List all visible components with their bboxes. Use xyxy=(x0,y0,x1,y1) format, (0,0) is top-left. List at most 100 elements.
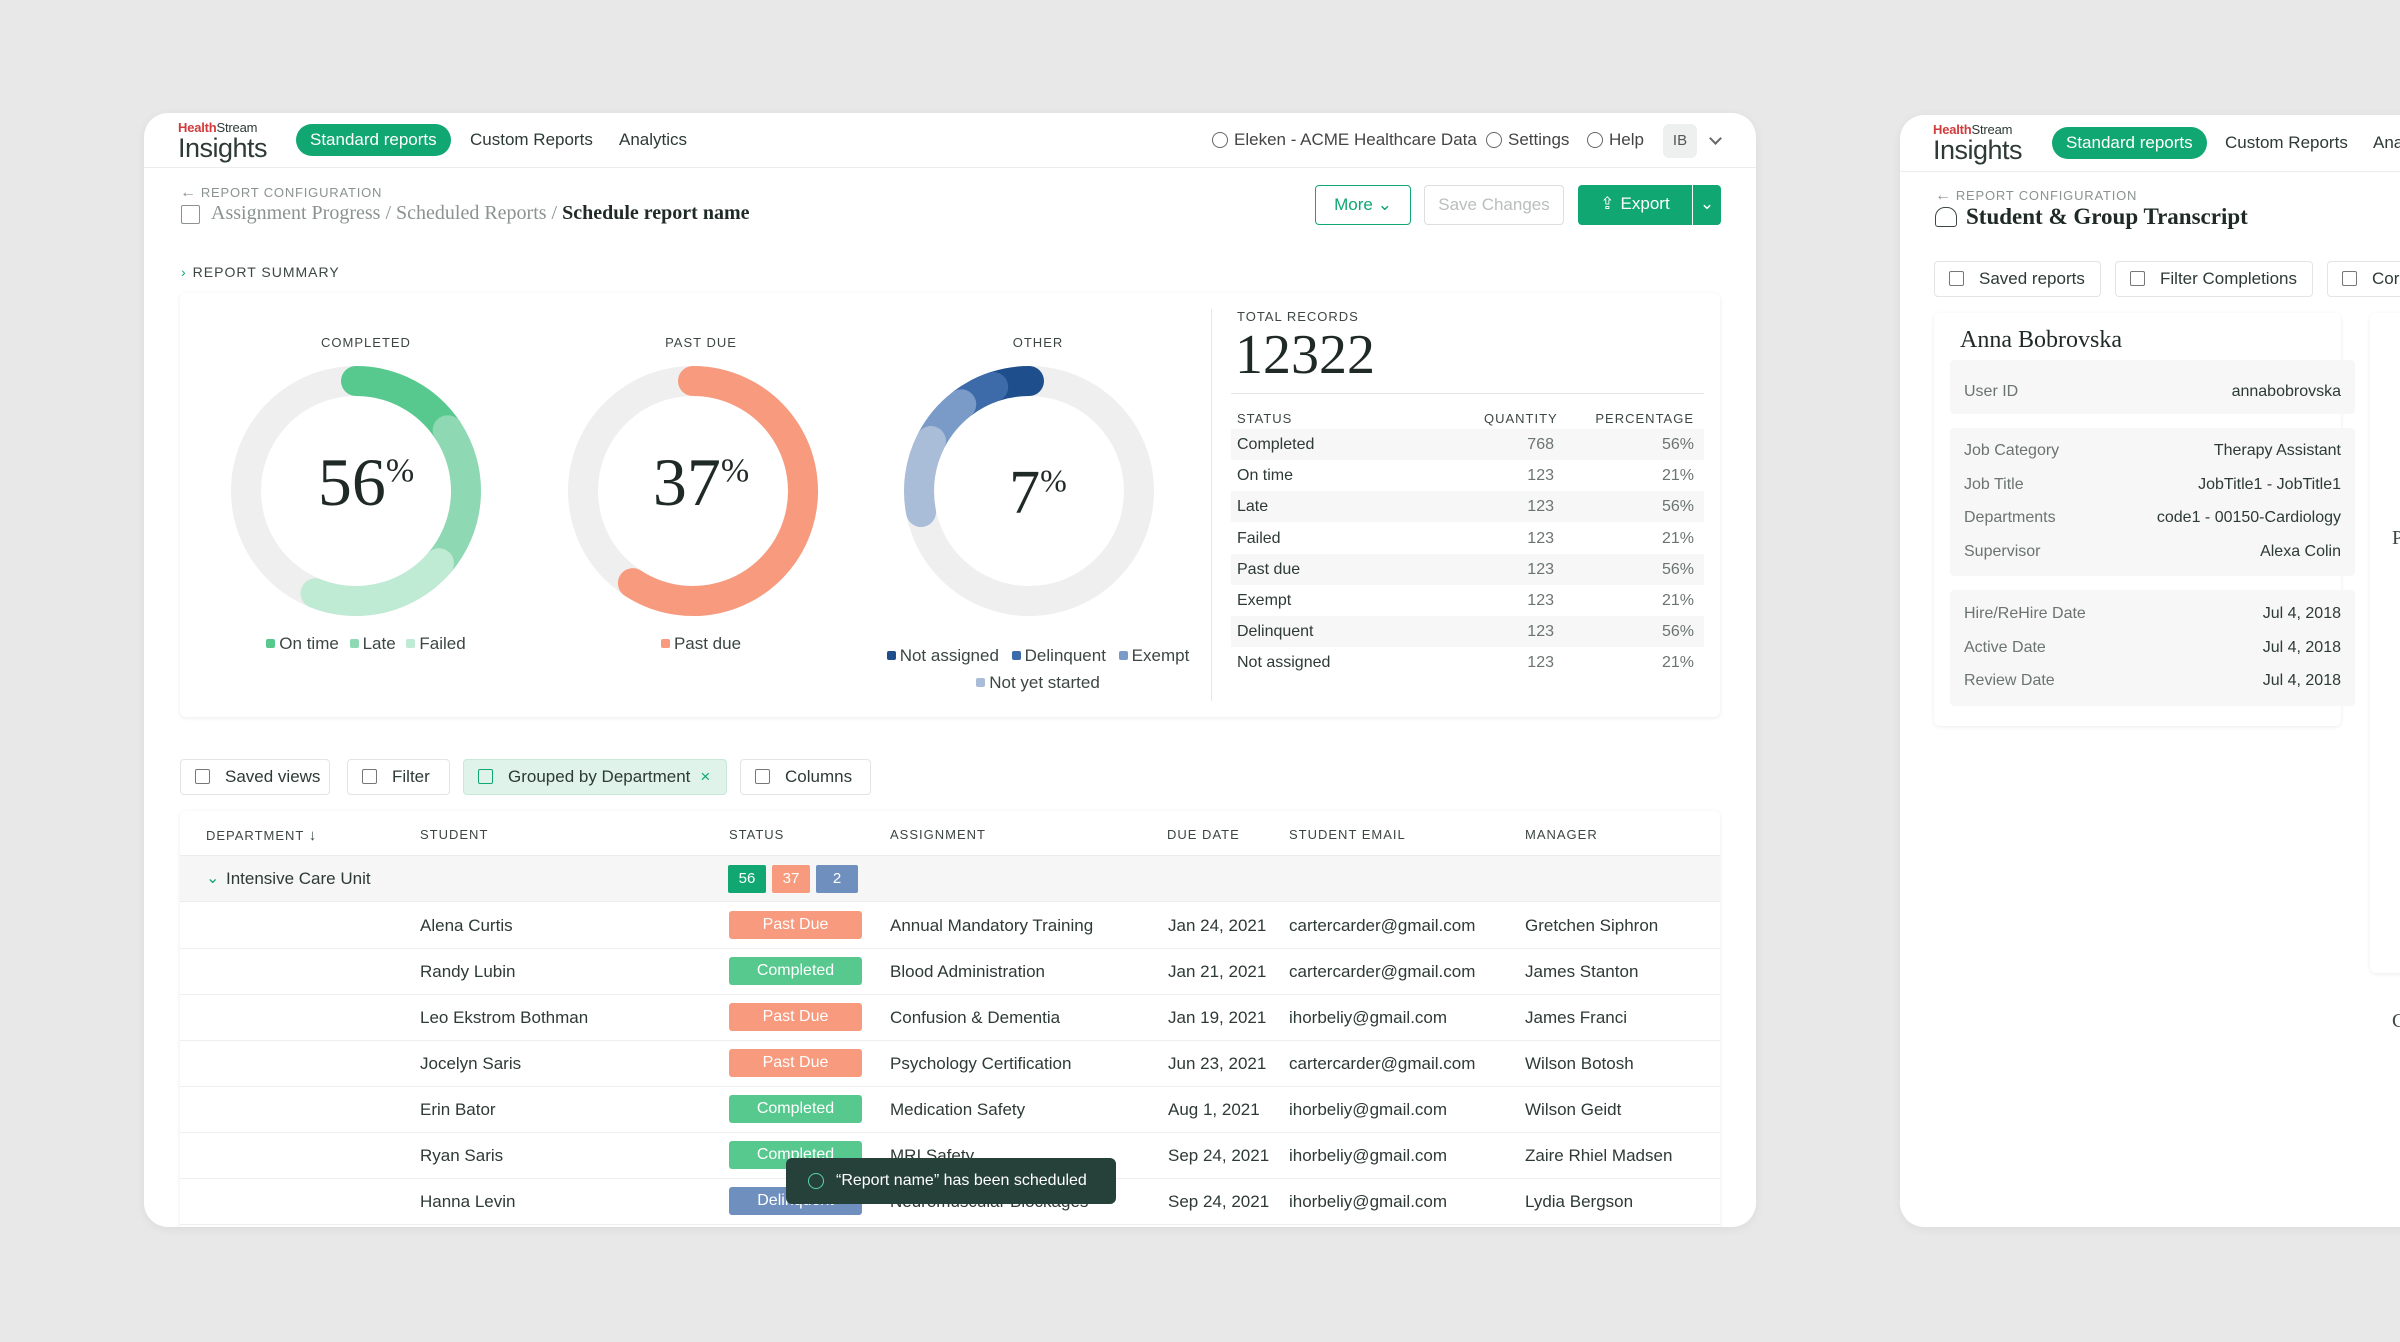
save-changes-button[interactable]: Save Changes xyxy=(1424,185,1564,225)
saved-views-button[interactable]: Saved views xyxy=(180,759,330,795)
email-cell[interactable]: ihorbeliy@gmail.com xyxy=(1289,1100,1448,1119)
legend-item: Exempt xyxy=(1118,646,1190,665)
grouped-label: Grouped by Department xyxy=(508,767,691,786)
grouped-by-chip[interactable]: Grouped by Department × xyxy=(463,759,727,795)
donut-segment-not-yet-started xyxy=(904,426,946,527)
th-department[interactable]: DEPARTMENT ↓ xyxy=(206,827,317,844)
email-cell[interactable]: ihorbeliy@gmail.com xyxy=(1289,1146,1448,1165)
percentage-cell: 21% xyxy=(1661,529,1694,547)
crumb-label: ← REPORT CONFIGURATION xyxy=(180,184,382,202)
breadcrumb-sep: / xyxy=(385,202,392,224)
th-student-email[interactable]: STUDENT EMAIL xyxy=(1289,827,1406,842)
close-icon[interactable]: × xyxy=(700,767,711,786)
org-selector[interactable]: Eleken - ACME Healthcare Data xyxy=(1212,130,1477,150)
columns-icon xyxy=(755,769,770,784)
due-date-cell: Sep 24, 2021 xyxy=(1168,1146,1270,1165)
due-date-cell: Jan 24, 2021 xyxy=(1168,916,1267,935)
help-link[interactable]: Help xyxy=(1587,130,1644,150)
side-section-c[interactable]: C xyxy=(2392,1010,2400,1032)
manager-cell: Wilson Botosh xyxy=(1525,1054,1634,1073)
legend-exempt: Exempt xyxy=(1131,646,1190,665)
gear-icon xyxy=(1486,132,1502,148)
nav-standard-reports-2[interactable]: Standard reports xyxy=(2052,127,2207,159)
legend-failed: Failed xyxy=(419,634,466,653)
saved-reports-button[interactable]: Saved reports xyxy=(1934,261,2101,297)
manager-cell: James Stanton xyxy=(1525,962,1639,981)
top-nav: HealthStream Insights Standard reports C… xyxy=(144,113,1756,168)
status-cell: On time xyxy=(1237,467,1294,485)
th-status[interactable]: STATUS xyxy=(729,827,785,842)
th-manager[interactable]: MANAGER xyxy=(1525,827,1598,842)
profile-key: Hire/ReHire Date xyxy=(1964,605,2086,622)
settings-link[interactable]: Settings xyxy=(1486,130,1569,150)
chevron-down-icon: ⌄ xyxy=(1699,194,1715,213)
users-icon xyxy=(1935,207,1957,227)
brand-logo-2[interactable]: HealthStream Insights xyxy=(1933,123,2023,164)
legend-item: Failed xyxy=(406,634,466,653)
nav-standard-reports[interactable]: Standard reports xyxy=(296,124,451,156)
bookmark-icon xyxy=(1949,271,1964,286)
table-row[interactable]: Hanna LevinDelinquentNeuromuscular Block… xyxy=(180,1179,1720,1225)
email-cell[interactable]: cartercarder@gmail.com xyxy=(1289,962,1476,981)
side-section-p[interactable]: P xyxy=(2392,527,2400,549)
donut-label-past-due: PAST DUE xyxy=(665,335,737,350)
filter-button[interactable]: Filter xyxy=(347,759,450,795)
student-cell: Leo Ekstrom Bothman xyxy=(420,1008,589,1027)
email-cell[interactable]: ihorbeliy@gmail.com xyxy=(1289,1192,1448,1211)
profile-row: Review Date Jul 4, 2018 xyxy=(1964,665,2341,697)
avatar[interactable]: IB xyxy=(1663,124,1697,158)
export-icon: ⇪ xyxy=(1600,194,1615,213)
more-button[interactable]: More ⌄ xyxy=(1315,185,1411,225)
table-row[interactable]: Jocelyn Saris Past Due Psychology Certific… xyxy=(180,1041,1720,1087)
student-cell: Ryan Saris xyxy=(420,1146,504,1165)
status-row: Delinquent 123 56% xyxy=(1231,616,1704,648)
status-row: Completed 768 56% xyxy=(1231,429,1704,460)
columns-button[interactable]: Columns xyxy=(740,759,871,795)
email-cell[interactable]: cartercarder@gmail.com xyxy=(1289,916,1476,935)
report-summary-toggle[interactable]: › REPORT SUMMARY xyxy=(181,264,340,280)
export-menu-button[interactable]: ⌄ xyxy=(1693,185,1721,225)
status-cell: Delinquent xyxy=(1237,623,1314,641)
email-cell[interactable]: cartercarder@gmail.com xyxy=(1289,1054,1476,1073)
profile-box-1 xyxy=(1950,428,2355,576)
nav-analytics[interactable]: Analytics xyxy=(619,130,688,149)
legend-other: Not assigned Delinquent Exempt Not yet s… xyxy=(871,646,1205,693)
email-cell[interactable]: ihorbeliy@gmail.com xyxy=(1289,1008,1448,1027)
status-badge: Completed xyxy=(729,957,862,985)
filter-completions-button[interactable]: Filter Completions xyxy=(2115,261,2313,297)
legend-delinquent: Delinquent xyxy=(1024,646,1106,665)
table-row[interactable]: Alena Curtis Past Due Annual Mandatory Tra… xyxy=(180,903,1720,949)
percentage-header: PERCENTAGE xyxy=(1595,411,1694,426)
status-cell: Failed xyxy=(1237,529,1281,547)
report-summary-label: REPORT SUMMARY xyxy=(192,264,340,280)
arrow-left-icon[interactable]: ← xyxy=(180,184,197,201)
check-circle-icon xyxy=(808,1173,824,1189)
th-assignment[interactable]: ASSIGNMENT xyxy=(890,827,986,842)
org-label: Eleken - ACME Healthcare Data xyxy=(1234,130,1477,149)
nav-custom-reports[interactable]: Custom Reports xyxy=(470,130,593,149)
quantity-cell: 123 xyxy=(1527,467,1554,485)
nav-custom-reports-2[interactable]: Custom Reports xyxy=(2225,133,2348,152)
student-cell: Alena Curtis xyxy=(420,916,513,935)
arrow-left-icon[interactable]: ← xyxy=(1935,187,1952,204)
donut-charts xyxy=(231,366,1154,616)
status-cell: Not assigned xyxy=(1237,654,1331,672)
export-button[interactable]: ⇪ Export xyxy=(1578,185,1692,225)
nav-analytics-2[interactable]: Ana xyxy=(2373,133,2400,152)
group-row[interactable]: ⌄ Intensive Care Unit 56 37 2 xyxy=(180,855,1720,902)
table-row[interactable]: Leo Ekstrom Bothman Past Due Confusion & D… xyxy=(180,995,1720,1041)
th-student[interactable]: STUDENT xyxy=(420,827,489,842)
table-row[interactable]: Erin Bator Completed Medication Safety Aug … xyxy=(180,1087,1720,1133)
breadcrumb-part1[interactable]: Assignment Progress xyxy=(211,202,381,224)
crumb-label-2: ← REPORT CONFIGURATION xyxy=(1935,187,2137,205)
status-row: Exempt 123 21% xyxy=(1231,585,1704,616)
status-row: Late 123 56% xyxy=(1231,491,1704,523)
columns-button-2[interactable]: Cor xyxy=(2327,261,2400,297)
filter-completions-label: Filter Completions xyxy=(2160,269,2297,288)
brand-logo[interactable]: HealthStream Insights xyxy=(178,121,268,162)
th-due-date[interactable]: DUE DATE xyxy=(1167,827,1240,842)
status-badge: Past Due xyxy=(729,911,862,939)
export-label: Export xyxy=(1620,194,1670,213)
breadcrumb-part2[interactable]: Scheduled Reports xyxy=(396,202,547,224)
table-row[interactable]: Randy Lubin Completed Blood Administration… xyxy=(180,949,1720,995)
